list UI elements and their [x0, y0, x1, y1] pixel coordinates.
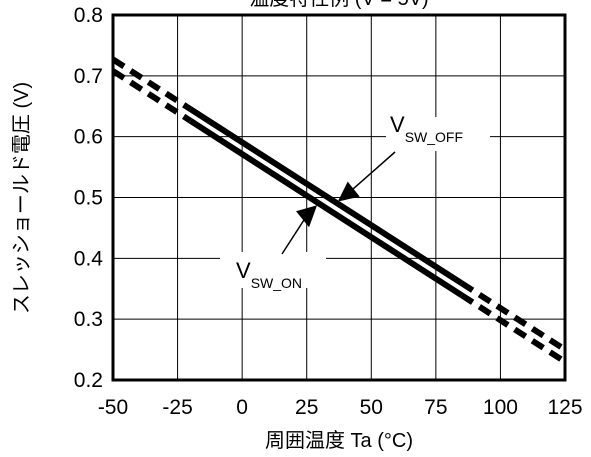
x-tick-label: 125 — [547, 396, 582, 419]
y-tick-label: 0.7 — [74, 65, 103, 88]
series-label-VSW_OFF: VSW_OFF — [386, 112, 490, 151]
series-layer — [111, 56, 567, 365]
y-tick-label: 0.6 — [74, 126, 103, 149]
y-axis-label: スレッショールド電圧 (V) — [11, 82, 33, 314]
label-background — [386, 117, 490, 151]
y-tick-label: 0.8 — [74, 4, 103, 27]
annotations: VSW_OFF VSW_ON — [220, 112, 490, 291]
label-background — [220, 252, 326, 288]
y-tick-label: 0.4 — [74, 247, 104, 270]
grid — [112, 14, 566, 381]
plot-frame — [111, 13, 567, 382]
chart-title: 温度特性例 (V = 5V) — [249, 0, 428, 10]
series-line-extrapolated-high — [460, 292, 567, 365]
annotation-arrow-shaft — [281, 214, 308, 255]
series-line-guaranteed — [188, 106, 464, 286]
x-tick-label: -50 — [98, 396, 128, 419]
y-tick-labels: 0.2 0.3 0.4 0.5 0.6 0.7 0.8 — [74, 4, 104, 392]
x-axis-label: 周囲温度 Ta (°C) — [265, 429, 413, 452]
y-tick-label: 0.3 — [74, 308, 103, 331]
x-tick-label: 0 — [236, 396, 248, 419]
x-tick-label: 50 — [360, 396, 383, 419]
series-line-extrapolated-low — [111, 68, 193, 124]
x-tick-label: 75 — [424, 396, 447, 419]
series-label-VSW_ON: VSW_ON — [220, 252, 326, 291]
label-VSW_ON: VSW_ON — [236, 258, 302, 291]
y-tick-label: 0.2 — [74, 369, 103, 392]
label-VSW_OFF: VSW_OFF — [390, 112, 463, 145]
annotation-arrow-shaft — [347, 151, 396, 195]
series-VSW_ON — [111, 68, 567, 365]
x-tick-label: 25 — [295, 396, 318, 419]
annotation-arrow-head — [337, 181, 360, 202]
series-VSW_OFF — [111, 56, 567, 353]
series-line-guaranteed — [188, 118, 464, 298]
y-tick-label: 0.5 — [74, 187, 103, 210]
x-tick-label: 100 — [483, 396, 518, 419]
series-line-extrapolated-high — [460, 280, 567, 353]
series-line-extrapolated-low — [111, 56, 193, 112]
annotation-arrow-head — [296, 205, 318, 228]
x-tick-label: -25 — [162, 396, 192, 419]
x-tick-labels: -50 -25 0 25 50 75 100 125 — [98, 396, 583, 419]
